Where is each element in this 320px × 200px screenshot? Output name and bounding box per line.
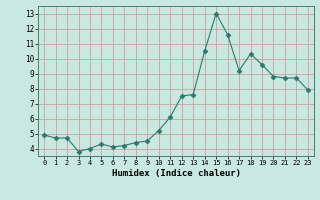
X-axis label: Humidex (Indice chaleur): Humidex (Indice chaleur) [111,169,241,178]
